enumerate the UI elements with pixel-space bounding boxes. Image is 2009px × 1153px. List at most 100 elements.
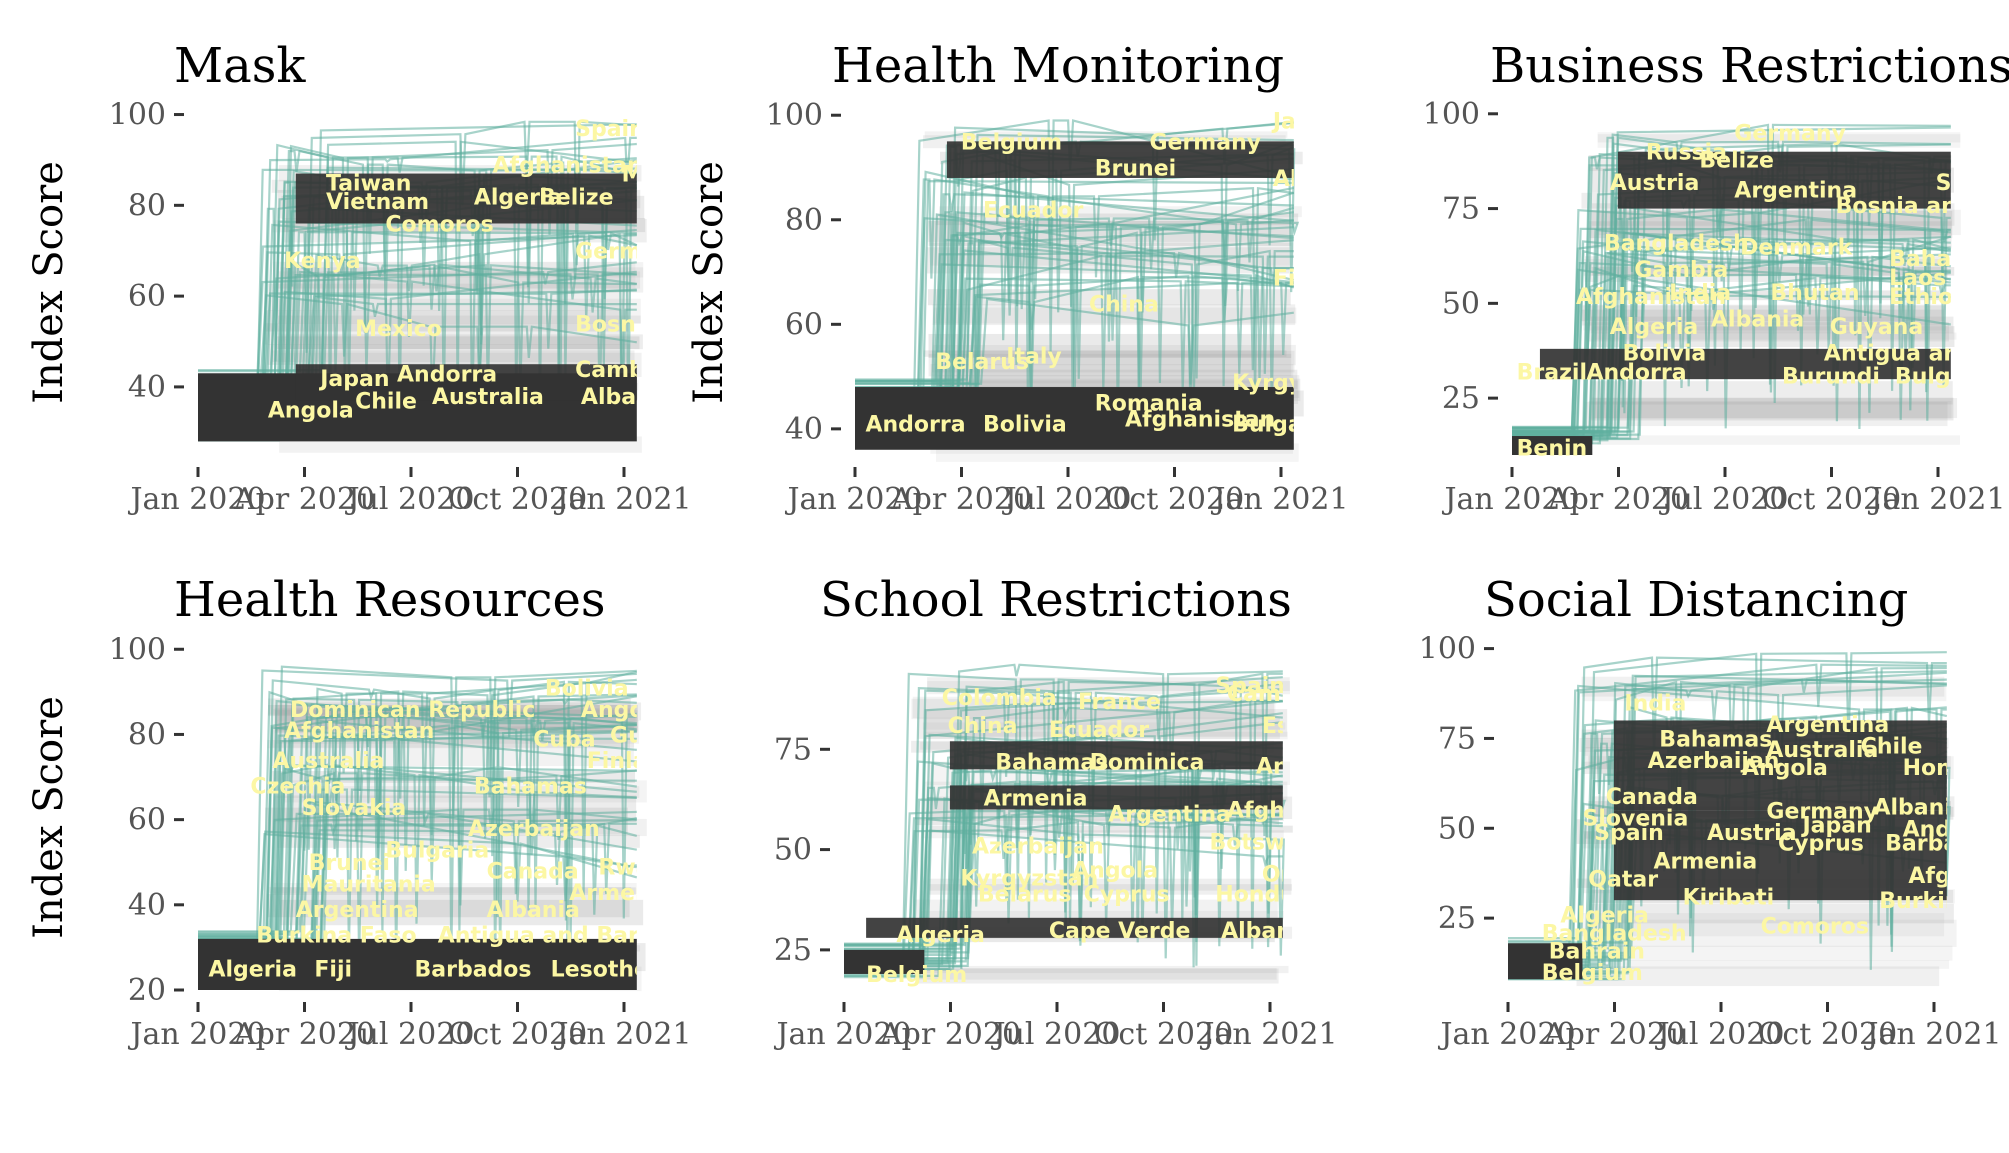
y-tick-label: 50 bbox=[774, 833, 812, 868]
trajectory-line bbox=[198, 763, 637, 969]
haze-strip bbox=[1581, 309, 1944, 322]
density-band bbox=[946, 141, 1294, 178]
country-labels: Spain Colombia France Cambodia China Ecuador E… bbox=[866, 674, 1356, 988]
density-band bbox=[1508, 943, 1583, 980]
country-label: Cambodia bbox=[575, 358, 698, 383]
x-tick-label: Oct 2020 bbox=[1105, 482, 1244, 517]
country-label: Bolivia bbox=[983, 413, 1067, 438]
haze-strip bbox=[1591, 903, 1954, 924]
country-label: Mexico bbox=[355, 317, 442, 342]
country-label: Cyprus bbox=[1084, 883, 1170, 908]
trajectory-line bbox=[1512, 268, 1951, 429]
density-band bbox=[866, 917, 1283, 938]
country-label: Canada bbox=[1606, 785, 1698, 810]
y-axis: 25 50 75 100 bbox=[1423, 97, 1498, 416]
panel-title: Health Resources bbox=[174, 572, 606, 628]
x-tick-label: Apr 2020 bbox=[890, 482, 1032, 517]
country-label: Germany bbox=[1734, 122, 1846, 147]
density-band bbox=[844, 949, 925, 974]
density-band bbox=[295, 364, 637, 401]
trajectory-line bbox=[1512, 142, 1951, 436]
trajectory-line bbox=[1512, 143, 1951, 435]
country-label: Australia bbox=[272, 749, 384, 774]
country-label: Kiribati bbox=[1683, 886, 1775, 911]
country-label: Comoros bbox=[385, 212, 493, 237]
country-labels: Bolivia Dominican Republic Angola Afghanist… bbox=[208, 677, 636, 983]
haze-strip bbox=[925, 965, 1289, 974]
country-label: Argentina bbox=[1734, 179, 1857, 204]
country-label: Taiwan bbox=[326, 172, 411, 197]
density-band bbox=[1512, 436, 1593, 455]
country-label: Comoros bbox=[1761, 914, 1869, 939]
y-tick-label: 60 bbox=[785, 307, 823, 342]
country-label: Algeria bbox=[1610, 315, 1698, 340]
country-label: Belarus bbox=[978, 883, 1072, 908]
trajectory-line bbox=[198, 143, 638, 428]
trajectory-line bbox=[198, 670, 638, 949]
y-tick-label: 25 bbox=[1442, 381, 1480, 416]
trajectory-line bbox=[855, 178, 1294, 397]
country-label: Canada bbox=[487, 860, 579, 885]
trajectory-line bbox=[855, 297, 1294, 385]
x-tick-label: Apr 2020 bbox=[233, 482, 375, 517]
country-label: Chile bbox=[1861, 735, 1923, 760]
trajectory-line bbox=[855, 170, 1294, 433]
country-label: Botswana bbox=[1209, 831, 1330, 856]
country-label: Antigua and Barbuda bbox=[1824, 342, 2009, 367]
country-label: Cuba bbox=[533, 728, 595, 753]
y-tick-label: 80 bbox=[128, 188, 166, 223]
country-label: Italy bbox=[1006, 345, 1061, 370]
country-label: Myanmar bbox=[622, 163, 738, 188]
country-label: Germany bbox=[1766, 799, 1878, 824]
x-tick-label: Jan 2021 bbox=[553, 1017, 691, 1052]
x-tick-label: Oct 2020 bbox=[1094, 1017, 1233, 1052]
haze-strip bbox=[1593, 919, 1957, 947]
x-tick-label: Apr 2020 bbox=[233, 1017, 375, 1052]
country-label: Belgium bbox=[961, 130, 1062, 155]
country-label: Bangladesh bbox=[1604, 232, 1749, 257]
density-band bbox=[1539, 348, 1951, 380]
country-label: Bosnia and Herzegovina bbox=[1836, 194, 2009, 219]
trajectory-line bbox=[198, 120, 637, 397]
country-label: Australia bbox=[1766, 738, 1878, 763]
country-label: Spain bbox=[1594, 821, 1664, 846]
country-label: Argentina bbox=[1108, 802, 1231, 827]
density-band bbox=[198, 938, 637, 990]
country-label: Bosnia and Herzegovina bbox=[575, 312, 875, 337]
country-label: Andorra bbox=[865, 413, 965, 438]
country-label: Barbados bbox=[414, 958, 531, 983]
x-tick-label: Oct 2020 bbox=[448, 1017, 587, 1052]
country-label: Azerbaijan bbox=[468, 817, 600, 842]
country-label: Laos bbox=[1889, 266, 1946, 291]
haze-strip bbox=[1590, 397, 1954, 421]
y-axis: 20 40 60 80 100 bbox=[109, 632, 184, 1008]
y-tick-label: 60 bbox=[128, 803, 166, 838]
country-label: Spain bbox=[575, 117, 645, 142]
country-label: Cambodia bbox=[1227, 682, 1350, 707]
x-tick-label: Jul 2020 bbox=[345, 482, 475, 517]
country-label: Bulgaria bbox=[1895, 364, 1999, 389]
y-axis: 40 60 80 100 bbox=[766, 98, 841, 447]
haze-strip bbox=[1597, 435, 1960, 445]
country-label: Belize bbox=[1699, 148, 1774, 173]
x-tick-label: Apr 2020 bbox=[1547, 482, 1689, 517]
country-label: Ecuador bbox=[983, 198, 1083, 223]
country-label: Algeria bbox=[474, 185, 562, 210]
country-label: Kyrgyzstan bbox=[1232, 371, 1370, 396]
country-label: Bahamas bbox=[474, 775, 587, 800]
country-label: Germany bbox=[575, 240, 687, 265]
density-band bbox=[1613, 720, 1947, 811]
country-label: Albania bbox=[1221, 919, 1314, 944]
country-label: China bbox=[948, 714, 1018, 739]
country-label: Andorra bbox=[1256, 754, 1356, 779]
haze-strip bbox=[915, 968, 1279, 984]
